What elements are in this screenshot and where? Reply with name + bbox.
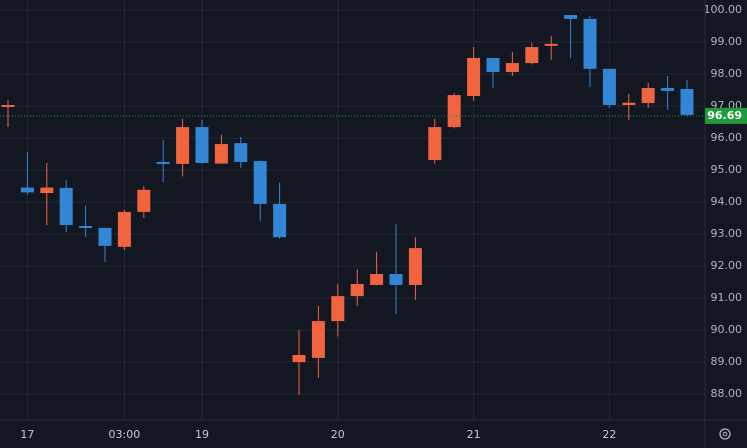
- y-tick-label: 93.00: [711, 227, 743, 240]
- candle-body: [350, 283, 364, 297]
- last-price-label: 96.69: [707, 109, 742, 122]
- candle-body: [176, 127, 190, 164]
- y-tick-label: 94.00: [711, 195, 743, 208]
- candle-body: [292, 355, 306, 363]
- y-tick-label: 95.00: [711, 163, 743, 176]
- y-tick-label: 89.00: [711, 355, 743, 368]
- x-tick-label: 22: [602, 428, 616, 441]
- candle-body: [117, 211, 131, 247]
- candle-body: [59, 187, 73, 226]
- candle-body: [544, 43, 558, 46]
- candle-body: [273, 203, 287, 238]
- candle-body: [253, 161, 267, 204]
- candle-body: [40, 187, 54, 194]
- y-tick-label: 91.00: [711, 291, 743, 304]
- candle-body: [20, 187, 34, 193]
- candle-body: [331, 296, 345, 322]
- candle-body: [583, 18, 597, 69]
- y-tick-label: 88.00: [711, 387, 743, 400]
- candle-body: [680, 88, 694, 115]
- candle-body: [602, 68, 616, 105]
- candle-body: [486, 57, 500, 73]
- settings-icon[interactable]: [719, 428, 731, 440]
- candle-body: [389, 274, 403, 285]
- y-tick-label: 99.00: [711, 35, 743, 48]
- candle-body: [428, 127, 442, 161]
- candle-body: [408, 248, 422, 285]
- y-tick-label: 100.00: [704, 3, 743, 16]
- x-tick-label: 21: [467, 428, 481, 441]
- y-tick-label: 92.00: [711, 259, 743, 272]
- candle-body: [641, 88, 655, 104]
- candle-body: [234, 143, 248, 162]
- last-price-box: [705, 107, 747, 124]
- x-tick-label: 20: [331, 428, 345, 441]
- candle-body: [525, 47, 539, 64]
- candle-body: [137, 189, 151, 212]
- x-tick-label: 17: [20, 428, 34, 441]
- x-tick-label: 19: [195, 428, 209, 441]
- candle-body: [195, 127, 209, 163]
- y-tick-label: 90.00: [711, 323, 743, 336]
- y-tick-label: 98.00: [711, 67, 743, 80]
- candle-body: [1, 105, 15, 107]
- candle-body: [505, 63, 519, 73]
- candle-body: [98, 227, 112, 246]
- candle-body: [311, 321, 325, 358]
- candle-body: [156, 161, 170, 164]
- candle-body: [214, 144, 228, 164]
- candle-body: [661, 88, 675, 91]
- candle-body: [447, 95, 461, 128]
- candle-body: [622, 102, 636, 105]
- candle-body: [370, 274, 384, 285]
- x-tick-label: 03:00: [109, 428, 141, 441]
- y-tick-label: 96.00: [711, 131, 743, 144]
- candle-body: [79, 226, 93, 229]
- candle-body: [564, 15, 578, 19]
- candle-body: [467, 57, 481, 97]
